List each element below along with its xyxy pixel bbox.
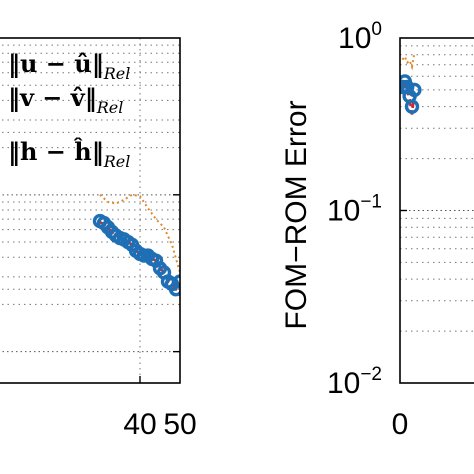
legend-entry-u-label: ‖u − û‖ [8, 49, 104, 78]
right-y-tick-exp: 0 [371, 19, 382, 40]
legend-entry-u: ‖u − û‖Rel [8, 49, 130, 83]
series-layer [92, 52, 422, 297]
left-series-u-marker [172, 274, 180, 289]
right-y-tick-label: 10−2 [327, 364, 382, 400]
right-y-tick-label: 10−1 [327, 192, 382, 228]
legend-entry-h-sub: Rel [103, 152, 131, 171]
grid-layer [0, 38, 474, 383]
right-y-axis-label: FOM−ROM Error [280, 100, 313, 329]
legend-entry-u-sub: Rel [103, 64, 131, 83]
right-y-tick-exp: −1 [360, 192, 382, 213]
right-y-tick-base: 10 [327, 195, 360, 228]
legend-entry-v-sub: Rel [96, 98, 124, 117]
legend-entry-h-label: ‖h − ĥ‖ [8, 137, 104, 166]
right-y-tick-label: 100 [338, 19, 382, 55]
right-series-u-marker [407, 82, 422, 98]
left-series-h-line [99, 193, 180, 273]
right-y-tick-base: 10 [338, 22, 371, 55]
left-x-tick-label: 50 [163, 408, 196, 441]
right-plot-frame [399, 37, 474, 384]
legend-entry-v: ‖v − v̂‖Rel [8, 83, 123, 117]
legend-entry-v-label: ‖v − v̂‖ [8, 83, 97, 112]
right-x-tick-label: 0 [392, 408, 409, 441]
right-y-tick-exp: −2 [360, 364, 382, 385]
legend: ‖u − û‖Rel ‖v − v̂‖Rel ‖h − ĥ‖Rel [8, 49, 130, 171]
legend-entry-h: ‖h − ĥ‖Rel [8, 137, 130, 171]
left-x-tick-label: 40 [123, 408, 156, 441]
right-series-h-line [401, 52, 416, 71]
left-plot-frame [0, 37, 181, 384]
right-series-u-marker [404, 99, 420, 114]
right-y-tick-base: 10 [327, 367, 360, 400]
axes-layer [0, 37, 474, 384]
